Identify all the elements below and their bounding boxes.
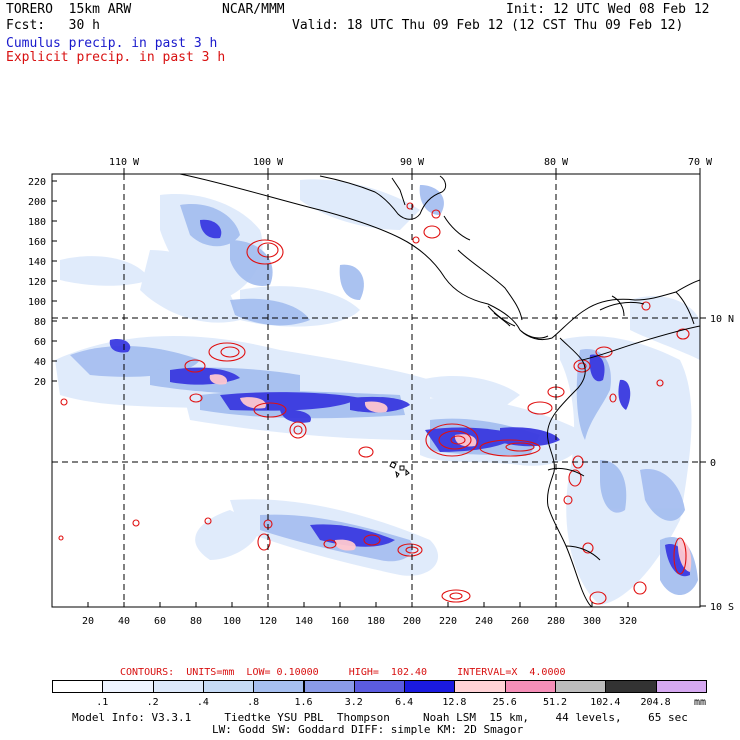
y-tick-label: 180 (28, 217, 46, 228)
colorbar-swatch (202, 680, 255, 693)
right-ticks (700, 317, 706, 607)
lat-labels: 10 N 0 10 S (710, 314, 734, 613)
y-tick-label: 200 (28, 197, 46, 208)
x-tick-label: 20 (82, 616, 94, 627)
x-tick-labels: 20 40 60 80 100 120 140 160 180 200 220 240 260 280 30… (82, 616, 637, 627)
lon-label-80w: 80 W (544, 157, 569, 168)
colorbar-label: 51.2 (542, 697, 568, 708)
y-tick-label: 80 (34, 317, 46, 328)
colorbar-label: .1 (96, 697, 109, 708)
x-tick-label: 60 (154, 616, 166, 627)
colorbar-swatch (102, 680, 154, 693)
lon-labels: 110 W 100 W 90 W 80 W 70 W (109, 157, 713, 168)
x-tick-label: 300 (583, 616, 601, 627)
y-tick-labels: 220 200 180 160 140 120 100 80 60 40 20 (28, 177, 46, 388)
physics-info: LW: Godd SW: Goddard DIFF: simple KM: 2D… (212, 723, 524, 736)
lon-label-70w: 70 W (688, 157, 713, 168)
colorbar-label: 1.6 (294, 697, 313, 708)
colorbar-swatch (605, 680, 657, 693)
colorbar-swatch (152, 680, 204, 693)
y-tick-label: 20 (34, 377, 46, 388)
colorbar-swatch (353, 680, 406, 693)
y-tick-label: 160 (28, 237, 46, 248)
x-tick-label: 100 (223, 616, 241, 627)
forecast-hour: Fcst: 30 h (6, 18, 100, 33)
x-tick-label: 80 (190, 616, 202, 627)
colorbar-swatch (555, 680, 607, 693)
org-label: NCAR/MMM (222, 2, 285, 17)
x-tick-label: 200 (403, 616, 421, 627)
colorbar-label: .4 (196, 697, 209, 708)
contours-info: CONTOURS: UNITS=mm LOW= 0.10000 HIGH= 10… (120, 667, 566, 678)
x-tick-label: 140 (295, 616, 313, 627)
galapagos-islands (389, 461, 410, 479)
x-tick-label: 180 (367, 616, 385, 627)
x-tick-label: 160 (331, 616, 349, 627)
colorbar-swatch (655, 680, 707, 693)
lat-lon-grid (52, 174, 700, 607)
field-explicit: Explicit precip. in past 3 h (6, 50, 226, 65)
colorbar-swatch (52, 680, 104, 693)
lat-label-10s: 10 S (710, 602, 734, 613)
colorbar-label: .2 (146, 697, 159, 708)
lon-label-110w: 110 W (109, 157, 140, 168)
top-ticks (123, 168, 701, 174)
colorbar-swatch (504, 680, 556, 693)
colorbar-swatch (253, 680, 305, 693)
lat-label-0: 0 (710, 458, 716, 469)
x-tick-label: 120 (259, 616, 277, 627)
colorbar-swatch (404, 680, 456, 693)
bottom-ticks (87, 602, 629, 607)
y-tick-label: 40 (34, 357, 46, 368)
colorbar-label: 25.6 (492, 697, 517, 708)
coastlines (179, 174, 700, 607)
colorbar-label: 12.8 (442, 697, 467, 708)
x-tick-label: 240 (475, 616, 493, 627)
x-tick-label: 280 (547, 616, 565, 627)
init-time: Init: 12 UTC Wed 08 Feb 12 (506, 2, 710, 17)
colorbar-swatch (303, 680, 355, 693)
lat-label-10n: 10 N (710, 314, 734, 325)
colorbar-label: 6.4 (395, 697, 414, 708)
x-tick-label: 40 (118, 616, 130, 627)
y-tick-label: 120 (28, 277, 46, 288)
valid-time: Valid: 18 UTC Thu 09 Feb 12 (12 CST Thu … (292, 18, 684, 33)
field-cumulus: Cumulus precip. in past 3 h (6, 36, 218, 51)
colorbar-swatch (454, 680, 506, 693)
left-ticks (52, 180, 57, 382)
colorbar-unit: mm (694, 697, 707, 708)
colorbar-label: 102.4 (590, 697, 621, 708)
colorbar-label: 3.2 (344, 697, 363, 708)
lon-label-90w: 90 W (400, 157, 425, 168)
colorbar-label: 204.8 (640, 697, 671, 708)
precip-shading (55, 179, 700, 605)
y-tick-label: 100 (28, 297, 46, 308)
y-tick-label: 220 (28, 177, 46, 188)
y-tick-label: 140 (28, 257, 46, 268)
model-info: Model Info: V3.3.1 Tiedtke YSU PBL Thomp… (72, 711, 688, 724)
colorbar-label: .8 (247, 697, 260, 708)
x-tick-label: 220 (439, 616, 457, 627)
x-tick-label: 320 (619, 616, 637, 627)
x-tick-label: 260 (511, 616, 529, 627)
y-tick-label: 60 (34, 337, 46, 348)
lon-label-100w: 100 W (253, 157, 284, 168)
model-title: TORERO 15km ARW (6, 2, 132, 17)
